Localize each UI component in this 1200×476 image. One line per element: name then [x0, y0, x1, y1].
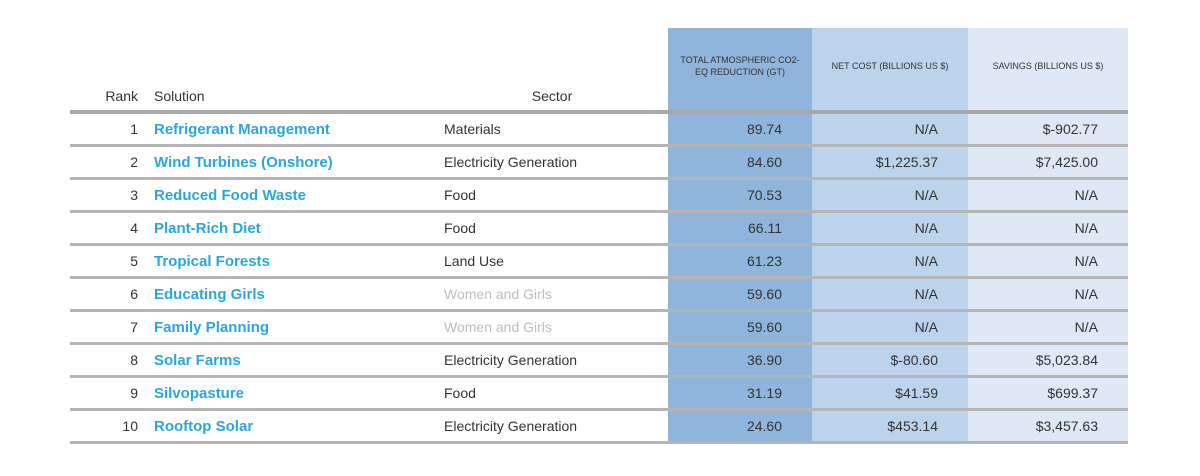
table-row: 2 Wind Turbines (Onshore) Electricity Gene…	[70, 145, 1128, 180]
value-cell: 66.11	[668, 211, 812, 246]
value-cell: N/A	[968, 178, 1128, 213]
value-cell: N/A	[812, 244, 968, 279]
value-cell: N/A	[968, 310, 1128, 345]
solution-cell: Tropical Forests	[146, 244, 436, 279]
table-body: 1 Refrigerant Management Materials 89.74 N/A…	[70, 112, 1128, 444]
column-header: TOTAL ATMOSPHERIC CO2-EQ REDUCTION (GT)	[668, 28, 812, 114]
sector-cell: Land Use	[436, 244, 668, 279]
value-cell: $5,023.84	[968, 343, 1128, 378]
table-row: 5 Tropical Forests Land Use 61.23 N/A N/A	[70, 244, 1128, 279]
value-cell: 70.53	[668, 178, 812, 213]
column-header: Rank	[70, 28, 146, 114]
solution-link[interactable]: Educating Girls	[154, 285, 265, 303]
solution-link[interactable]: Reduced Food Waste	[154, 186, 306, 204]
table-row: 10 Rooftop Solar Electricity Generation 24.…	[70, 409, 1128, 444]
value-cell: N/A	[968, 211, 1128, 246]
value-cell: $1,225.37	[812, 145, 968, 180]
sector-cell: Electricity Generation	[436, 409, 668, 444]
solution-link[interactable]: Solar Farms	[154, 351, 241, 369]
solution-link[interactable]: Plant-Rich Diet	[154, 219, 261, 237]
table-row: 4 Plant-Rich Diet Food 66.11 N/A N/A	[70, 211, 1128, 246]
table-row: 9 Silvopasture Food 31.19 $41.59 $699.37	[70, 376, 1128, 411]
rank-cell: 3	[70, 178, 146, 213]
value-cell: $453.14	[812, 409, 968, 444]
sector-cell: Food	[436, 178, 668, 213]
solution-link[interactable]: Rooftop Solar	[154, 417, 254, 435]
value-cell: N/A	[968, 244, 1128, 279]
value-cell: 89.74	[668, 112, 812, 147]
header-row: Rank Solution Sector TOTAL ATMOSPHERIC CO2-…	[70, 28, 1128, 114]
value-cell: $41.59	[812, 376, 968, 411]
value-cell: N/A	[812, 310, 968, 345]
rank-cell: 10	[70, 409, 146, 444]
value-cell: 84.60	[668, 145, 812, 180]
rank-cell: 6	[70, 277, 146, 312]
value-cell: N/A	[812, 277, 968, 312]
rank-cell: 2	[70, 145, 146, 180]
column-header: Sector	[436, 28, 668, 114]
value-cell: N/A	[968, 277, 1128, 312]
solution-link[interactable]: Refrigerant Management	[154, 120, 330, 138]
sector-cell: Food	[436, 211, 668, 246]
table-wrap: Rank Solution Sector TOTAL ATMOSPHERIC CO2-…	[70, 28, 1128, 444]
solution-cell: Silvopasture	[146, 376, 436, 411]
value-cell: 31.19	[668, 376, 812, 411]
sector-cell: Women and Girls	[436, 310, 668, 345]
sector-cell: Electricity Generation	[436, 343, 668, 378]
sector-cell: Women and Girls	[436, 277, 668, 312]
value-cell: 36.90	[668, 343, 812, 378]
value-cell: N/A	[812, 112, 968, 147]
column-header: Solution	[146, 28, 436, 114]
solution-link[interactable]: Tropical Forests	[154, 252, 270, 270]
solution-link[interactable]: Family Planning	[154, 318, 270, 336]
rank-cell: 9	[70, 376, 146, 411]
solution-cell: Educating Girls	[146, 277, 436, 312]
value-cell: N/A	[812, 178, 968, 213]
value-cell: $-80.60	[812, 343, 968, 378]
sector-cell: Materials	[436, 112, 668, 147]
value-cell: $699.37	[968, 376, 1128, 411]
rank-cell: 8	[70, 343, 146, 378]
solution-cell: Solar Farms	[146, 343, 436, 378]
table-row: 3 Reduced Food Waste Food 70.53 N/A N/A	[70, 178, 1128, 213]
table-row: 6 Educating Girls Women and Girls 59.60 N/A N…	[70, 277, 1128, 312]
value-cell: 59.60	[668, 277, 812, 312]
solution-cell: Wind Turbines (Onshore)	[146, 145, 436, 180]
value-cell: $7,425.00	[968, 145, 1128, 180]
sector-cell: Food	[436, 376, 668, 411]
value-cell: 24.60	[668, 409, 812, 444]
table-row: 7 Family Planning Women and Girls 59.60 N/A N…	[70, 310, 1128, 345]
value-cell: $-902.77	[968, 112, 1128, 147]
solutions-table: Rank Solution Sector TOTAL ATMOSPHERIC CO2-…	[70, 28, 1128, 444]
value-cell: 61.23	[668, 244, 812, 279]
rank-cell: 5	[70, 244, 146, 279]
value-cell: $3,457.63	[968, 409, 1128, 444]
solution-link[interactable]: Silvopasture	[154, 384, 245, 402]
column-header: NET COST (BILLIONS US $)	[812, 28, 968, 114]
rank-cell: 4	[70, 211, 146, 246]
sector-cell: Electricity Generation	[436, 145, 668, 180]
solution-link[interactable]: Wind Turbines (Onshore)	[154, 153, 333, 171]
rank-cell: 1	[70, 112, 146, 147]
table-row: 1 Refrigerant Management Materials 89.74 N/A…	[70, 112, 1128, 147]
table-row: 8 Solar Farms Electricity Generation 36.90 $…	[70, 343, 1128, 378]
rank-cell: 7	[70, 310, 146, 345]
value-cell: 59.60	[668, 310, 812, 345]
solution-cell: Family Planning	[146, 310, 436, 345]
solution-cell: Rooftop Solar	[146, 409, 436, 444]
solution-cell: Plant-Rich Diet	[146, 211, 436, 246]
solution-cell: Reduced Food Waste	[146, 178, 436, 213]
column-header: SAVINGS (BILLIONS US $)	[968, 28, 1128, 114]
value-cell: N/A	[812, 211, 968, 246]
solution-cell: Refrigerant Management	[146, 112, 436, 147]
